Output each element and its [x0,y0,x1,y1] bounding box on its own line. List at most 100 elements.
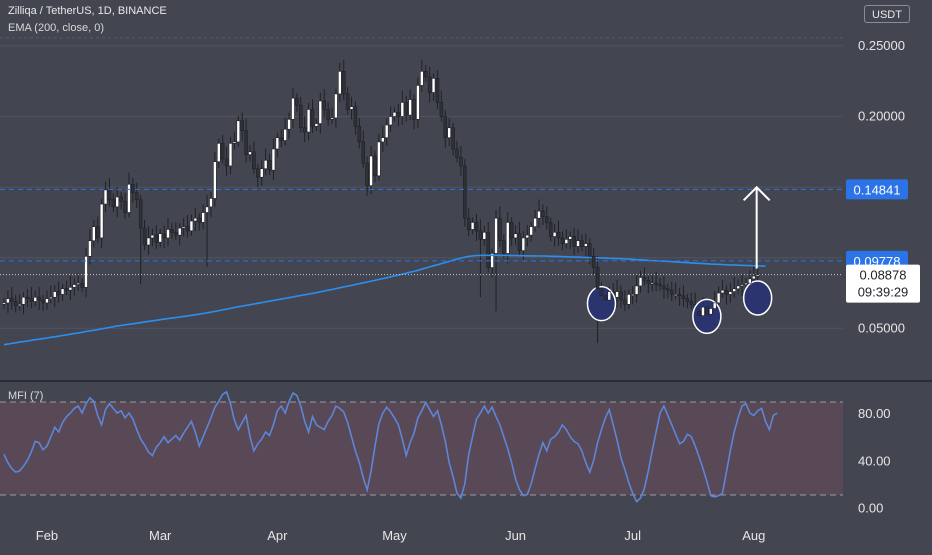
candle-body [134,192,139,201]
candle-body [193,217,198,222]
annotation-circle [742,280,773,316]
mfi-indicator-label[interactable]: MFI (7) [8,390,44,402]
candle-body [744,282,748,285]
candle-body [505,222,510,254]
candle-body [595,267,600,290]
candle-body [177,227,182,236]
candle-body [25,296,30,299]
candle-body [439,102,444,117]
candle-body [322,100,327,110]
candle-body [349,106,354,110]
candle-body [654,282,658,285]
candle-body [341,71,346,95]
candle-body [244,130,248,155]
candle-body [111,199,116,208]
annotations [586,185,773,335]
mfi-axis[interactable]: 80.00 40.00 0.00 [858,406,891,515]
candle-body [720,289,725,294]
candle-body [576,240,580,247]
candle-body [72,284,77,288]
candle-body [279,137,284,141]
candle-body [509,222,514,239]
bar-countdown-label: 09:39:29 [858,285,909,300]
candle-body [99,203,104,239]
candle-body [443,116,448,138]
candle-body [2,302,6,305]
ema-indicator-label[interactable]: EMA (200, close, 0) [8,22,104,34]
candle-body [541,210,545,218]
candle-body [447,127,451,138]
candle-body [283,128,287,141]
currency-button[interactable]: USDT [864,5,910,23]
candle-body [127,183,131,213]
candle-body [228,143,233,167]
candle-body [638,277,643,287]
candle-body [197,217,202,223]
price-pane[interactable] [0,0,843,380]
candle-body [240,120,245,131]
candle-body [435,78,440,103]
time-axis[interactable]: Feb Mar Apr May Jun Jul Aug [36,528,766,543]
candle-body [404,102,409,116]
candle-body [248,151,252,155]
candle-body [677,294,682,297]
candle-body [478,230,483,240]
mfi-tick-label: 40.00 [858,453,891,468]
candle-body [291,97,295,120]
candle-body [220,143,225,160]
time-tick-label: Apr [267,528,288,543]
candle-body [92,226,96,242]
candlestick-series [2,59,760,344]
candle-body [400,102,405,117]
candle-body [623,299,627,305]
candle-body [533,217,537,227]
candle-body [646,279,651,284]
candle-body [361,141,366,164]
time-tick-label: Jun [505,528,526,543]
candle-body [21,296,26,305]
candle-body [150,234,155,239]
candle-body [119,196,123,202]
candle-body [455,148,459,158]
candle-body [84,255,88,288]
candle-body [6,298,10,304]
candle-body [603,295,608,301]
candle-body [552,231,557,237]
time-tick-label: Mar [149,528,172,543]
candle-body [630,294,635,296]
candle-body [736,285,740,290]
candle-body [517,233,522,251]
price-level-badge-label: 0.14841 [854,182,901,197]
candle-body [357,126,362,143]
candle-body [486,231,491,268]
candle-body [466,217,471,230]
chart-title[interactable]: Zilliqa / TetherUS, 1D, BINANCE [8,5,167,17]
candle-body [513,233,518,239]
annotation-circle [692,298,722,335]
candle-body [201,212,205,223]
candle-body [213,161,217,199]
candle-body [189,220,194,232]
candle-body [326,109,330,120]
candle-body [572,236,576,247]
last-price-label: 0.08878 [860,268,907,283]
mfi-pane[interactable] [0,390,843,503]
candle-body [681,295,686,299]
candle-body [701,306,705,316]
candle-body [408,99,412,116]
candle-body [388,116,393,126]
candle-body [380,137,385,143]
candle-body [345,93,350,110]
candle-body [560,237,565,244]
candle-body [107,189,112,201]
candle-body [205,206,209,213]
candle-body [662,285,666,290]
candle-body [412,99,416,120]
candle-body [716,292,721,304]
candle-body [267,159,272,171]
candle-body [584,243,588,247]
candle-body [123,200,127,213]
candle-body [314,123,319,127]
candle-body [427,76,432,93]
candle-body [318,100,323,124]
